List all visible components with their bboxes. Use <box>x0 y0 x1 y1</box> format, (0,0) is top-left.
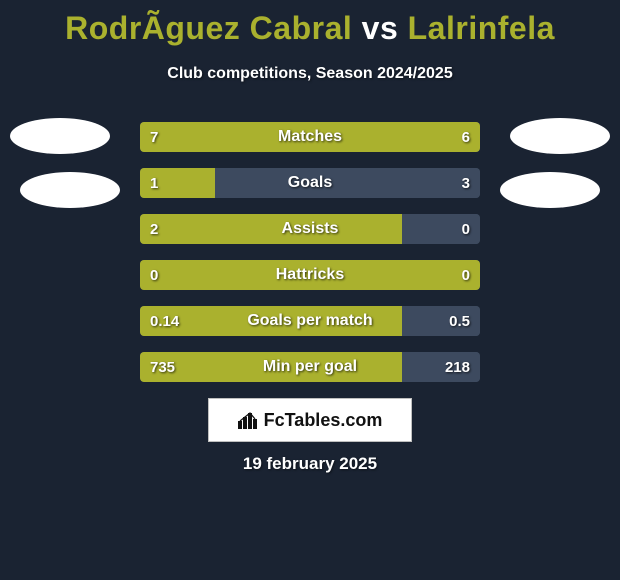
stat-bar-row: 735218Min per goal <box>140 352 480 382</box>
stat-label: Goals <box>140 168 480 198</box>
stat-bars-container: 76Matches 13Goals 20Assists 00Hattricks 0.14… <box>140 122 480 398</box>
player2-avatar-placeholder <box>510 118 610 154</box>
vs-text: vs <box>362 10 399 46</box>
date-text: 19 february 2025 <box>0 454 620 474</box>
stat-label: Assists <box>140 214 480 244</box>
stat-bar-row: 00Hattricks <box>140 260 480 290</box>
brand-logo-icon <box>238 411 258 429</box>
stat-label: Goals per match <box>140 306 480 336</box>
stat-bar-row: 0.140.5Goals per match <box>140 306 480 336</box>
player1-name: RodrÃ­guez Cabral <box>65 10 352 46</box>
player1-avatar-placeholder <box>10 118 110 154</box>
brand-box[interactable]: FcTables.com <box>208 398 412 442</box>
comparison-title: RodrÃ­guez Cabral vs Lalrinfela <box>0 0 620 47</box>
stat-label: Matches <box>140 122 480 152</box>
brand-text: FcTables.com <box>264 410 383 431</box>
stat-label: Min per goal <box>140 352 480 382</box>
player1-avatar-placeholder-2 <box>20 172 120 208</box>
stat-bar-row: 76Matches <box>140 122 480 152</box>
player2-name: Lalrinfela <box>408 10 555 46</box>
subtitle: Club competitions, Season 2024/2025 <box>0 65 620 83</box>
stat-bar-row: 13Goals <box>140 168 480 198</box>
stat-bar-row: 20Assists <box>140 214 480 244</box>
stat-label: Hattricks <box>140 260 480 290</box>
player2-avatar-placeholder-2 <box>500 172 600 208</box>
